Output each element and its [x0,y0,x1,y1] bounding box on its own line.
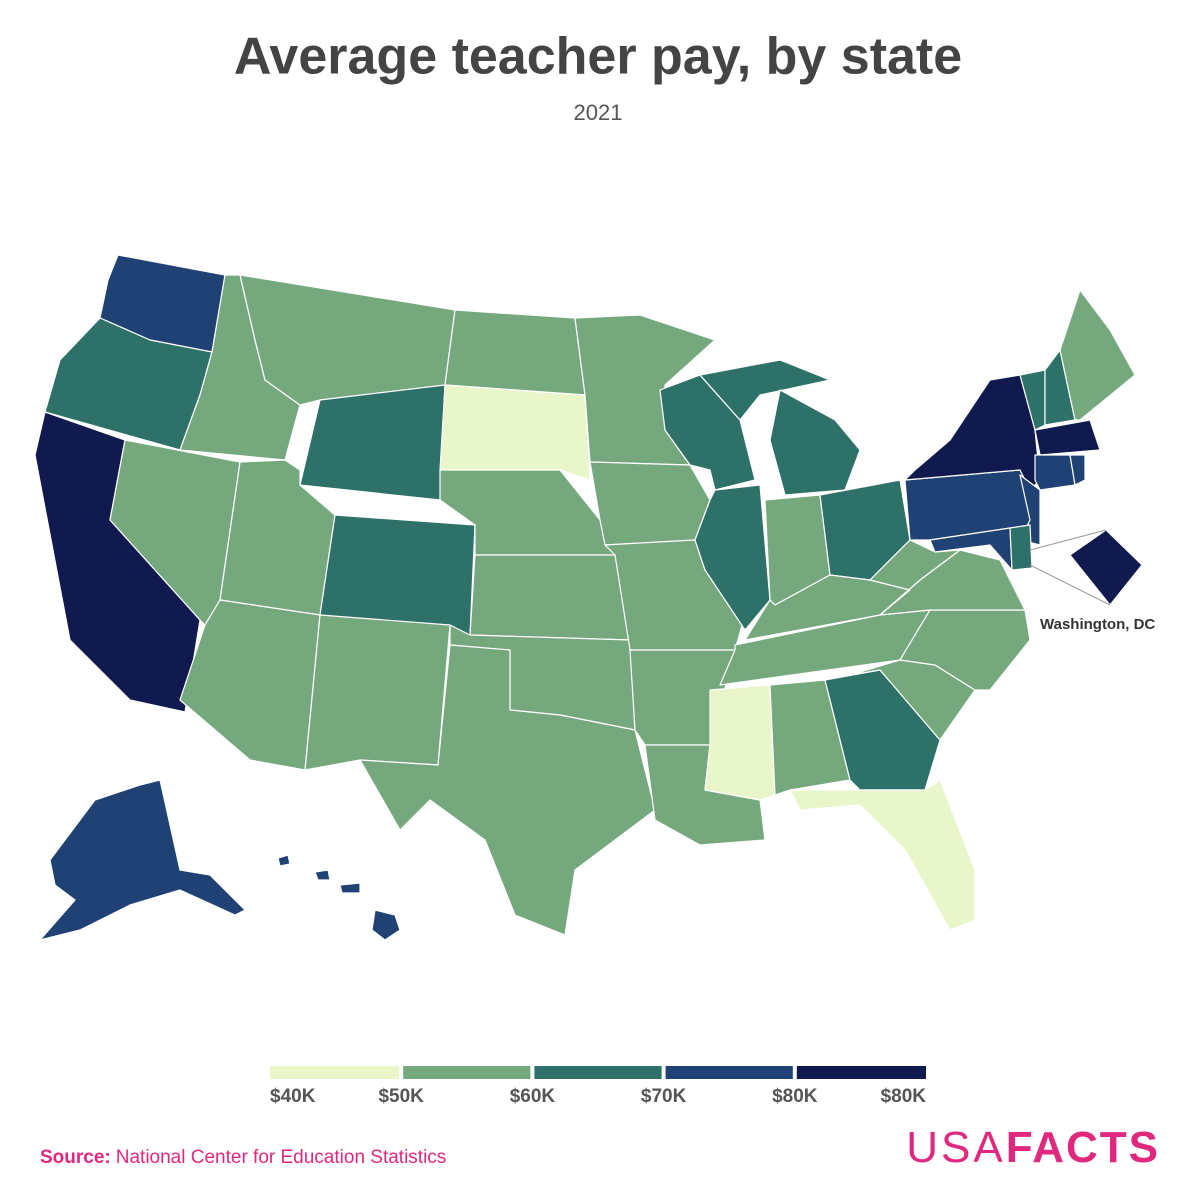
state [304,614,451,771]
source-label: Source: [40,1147,111,1168]
state [1009,524,1033,571]
state [769,679,851,796]
state [314,869,331,881]
legend-swatch [270,1066,400,1079]
state [39,779,246,941]
state [1034,454,1076,491]
state [694,484,771,631]
state [299,384,446,501]
state [277,854,291,867]
state [769,389,861,496]
state [589,461,711,546]
legend: $40K $50K $60K $70K $80K $80K [270,1066,926,1107]
state [239,274,456,406]
us-map: Washington, DC [34,254,1155,941]
state [704,684,776,801]
state [339,882,361,894]
state [371,909,401,941]
state [1069,454,1086,486]
state [469,554,631,641]
legend-label: $60K [510,1086,556,1107]
legend-swatch [665,1066,793,1079]
legend-swatch [403,1066,531,1079]
logo-facts: FACTS [1006,1123,1160,1172]
callout-line [1029,564,1111,606]
legend-label: $80K [881,1086,927,1107]
callout-line [1029,529,1107,551]
state [929,527,1013,571]
dc-callout [1069,529,1143,606]
title: Average teacher pay, by state [234,28,962,86]
callout-label: Washington, DC [1040,616,1155,633]
legend-label: $50K [378,1086,424,1107]
state [439,384,591,481]
state [789,779,976,931]
logo: USAFACTS [906,1123,1160,1172]
legend-swatch [534,1066,662,1079]
logo-usa: USA [906,1123,1005,1172]
state [699,359,831,421]
legend-label: $70K [641,1086,687,1107]
state [1059,289,1136,421]
state [1034,419,1101,456]
legend-swatch [796,1066,926,1079]
source: Source: National Center for Education Sta… [40,1147,446,1168]
state [179,599,321,771]
source-text: National Center for Education Statistics [116,1147,447,1168]
state [869,539,961,616]
subtitle: 2021 [574,100,623,125]
state [444,309,586,396]
legend-label: $80K [772,1086,818,1107]
legend-label: $40K [270,1086,316,1107]
